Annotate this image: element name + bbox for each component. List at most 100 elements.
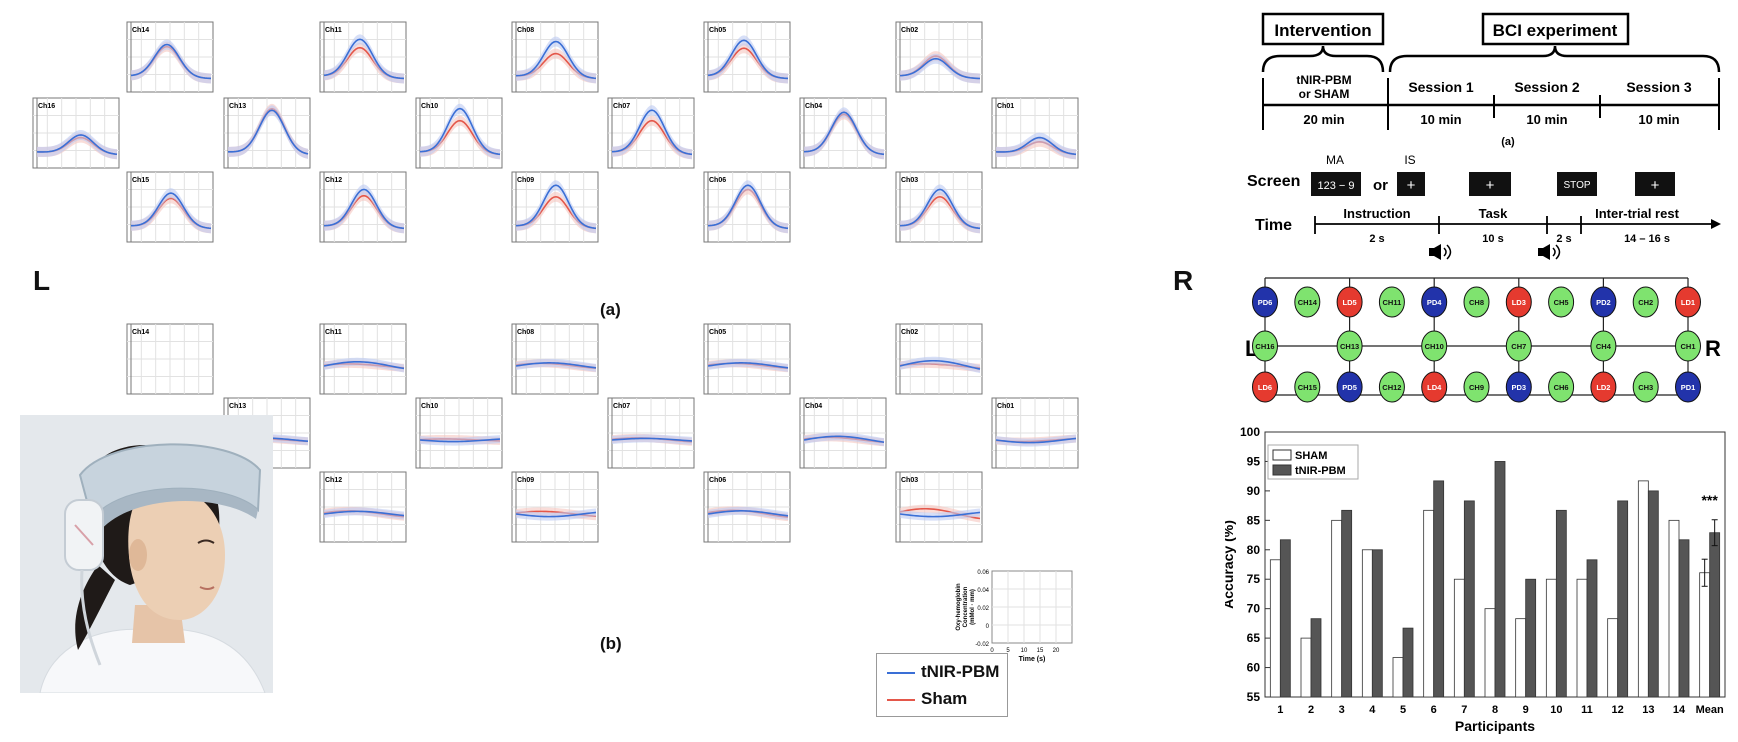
bar-sham [1607,618,1619,698]
optode-label: CH5 [1554,298,1569,307]
inset-ylabel: Oxy-hemoglobin [956,583,962,631]
channel-plot-ch15: Ch15 [126,171,214,243]
x-tick-label: 6 [1431,704,1437,716]
optode-label: CH15 [1298,383,1317,392]
optode-label: CH1 [1680,342,1695,351]
bar-sham [1331,519,1343,698]
stop-text: STOP [1563,180,1590,191]
optode-montage: L R PD6 CH14 LD5 CH11 PD4 CH8 LD3 CH5 PD2 CH2 LD1C… [1245,277,1721,403]
bar-sham [1545,578,1557,698]
is-screen-box [1397,172,1425,196]
inset-ytick: 0.06 [977,570,989,576]
optode-ch4: CH4 [1590,330,1617,362]
legend-item-sham: Sham [887,689,967,709]
phase-session2: Session 2 [1514,79,1580,95]
optode-label: CH11 [1383,298,1402,307]
x-tick-label: 13 [1642,704,1654,716]
bar-tnir-pbm [1678,539,1690,698]
channel-label: Ch10 [421,103,438,110]
y-axis-label: Accuracy (%) [1225,520,1236,609]
intervention-title: Intervention [1274,21,1371,40]
x-tick-label: 1 [1277,704,1283,716]
channel-label: Ch15 [132,177,149,184]
channel-plot-ch05: Ch05 [703,323,791,395]
y-tick-label: 95 [1247,454,1261,468]
x-tick-label: 7 [1461,704,1467,716]
channel-label: Ch09 [517,177,534,184]
x-tick-label: 10 [1550,704,1562,716]
channel-label: Ch12 [325,177,342,184]
channel-plot-ch07: Ch07 [607,97,695,169]
optode-ld1: LD1 [1675,286,1701,318]
channel-plot-ch02: Ch02 [895,21,983,93]
channel-label: Ch12 [325,477,342,484]
bar-sham [1392,657,1404,698]
channel-label: Ch13 [229,103,246,110]
inset-ytick: 0.04 [977,588,989,594]
optode-label: CH8 [1469,298,1484,307]
ma-screen-text: 123 − 9 [1317,180,1354,192]
bar-tnir-pbm [1279,539,1291,698]
optode-pd4: PD4 [1421,286,1448,318]
bar-tnir-pbm [1709,532,1721,698]
optode-label: LD5 [1343,298,1357,307]
channel-label: Ch01 [997,403,1014,410]
channel-plot-ch09: Ch09 [511,471,599,543]
channel-plot-ch16: Ch16 [32,97,120,169]
x-tick-label: 4 [1369,704,1376,716]
channel-label: Ch05 [709,27,726,34]
x-tick-label: 11 [1581,704,1593,716]
optode-ch15: CH15 [1294,371,1321,403]
inset-xtick: 5 [1006,648,1010,654]
optode-ch16: CH16 [1252,330,1278,362]
optode-label: CH6 [1554,383,1569,392]
time-label: Time [1255,217,1292,234]
channel-label: Ch11 [325,329,342,336]
bar-tnir-pbm [1371,549,1383,698]
optode-label: PD6 [1258,298,1273,307]
channel-plot-ch05: Ch05 [703,21,791,93]
channel-plot-ch01: Ch01 [991,97,1079,169]
timeline-caption: (a) [1501,136,1515,148]
channel-plot-ch12: Ch12 [319,171,407,243]
bar-tnir-pbm [1463,500,1475,698]
inset-xlabel: Time (s) [1019,656,1046,663]
headset-photo [20,415,273,693]
y-tick-label: 75 [1247,572,1261,586]
duration-session3: 10 min [1638,112,1679,127]
channel-label: Ch09 [517,477,534,484]
channel-label: Ch07 [613,403,630,410]
channel-label: Ch02 [901,27,918,34]
optode-label: PD2 [1596,298,1611,307]
y-tick-label: 65 [1247,631,1261,645]
channel-label: Ch10 [421,403,438,410]
optode-label: CH16 [1255,342,1274,351]
panel-a-caption: (a) [600,300,621,319]
inset-ytick: -0.02 [975,642,989,648]
duration-session1: 10 min [1420,112,1461,127]
channel-label: Ch07 [613,103,630,110]
x-tick-label: 12 [1612,704,1624,716]
channel-label: Ch05 [709,329,726,336]
bci-brace [1388,45,1721,73]
channel-plot-ch04: Ch04 [799,97,887,169]
intervention-box [1261,12,1385,46]
inset-ytick: 0 [986,624,990,630]
trial-paradigm: Screen MA IS 123 − 9 or + + STOP + Time … [1247,153,1721,260]
duration-session2: 10 min [1526,112,1567,127]
stop-screen-box [1557,172,1597,196]
tnir-swatch [887,671,915,674]
ma-label: MA [1326,153,1344,167]
x-tick-label: 14 [1673,704,1686,716]
is-plus: + [1407,177,1416,194]
y-tick-label: 90 [1247,484,1261,498]
optode-ch1: CH1 [1675,330,1701,362]
channel-plot-ch03: Ch03 [895,171,983,243]
channel-label: Ch02 [901,329,918,336]
y-tick-label: 70 [1247,602,1261,616]
channel-label: Ch08 [517,329,534,336]
optode-ch10: CH10 [1421,330,1448,362]
is-label: IS [1404,153,1415,167]
optode-ch6: CH6 [1548,371,1575,403]
bar-sham [1668,519,1680,698]
